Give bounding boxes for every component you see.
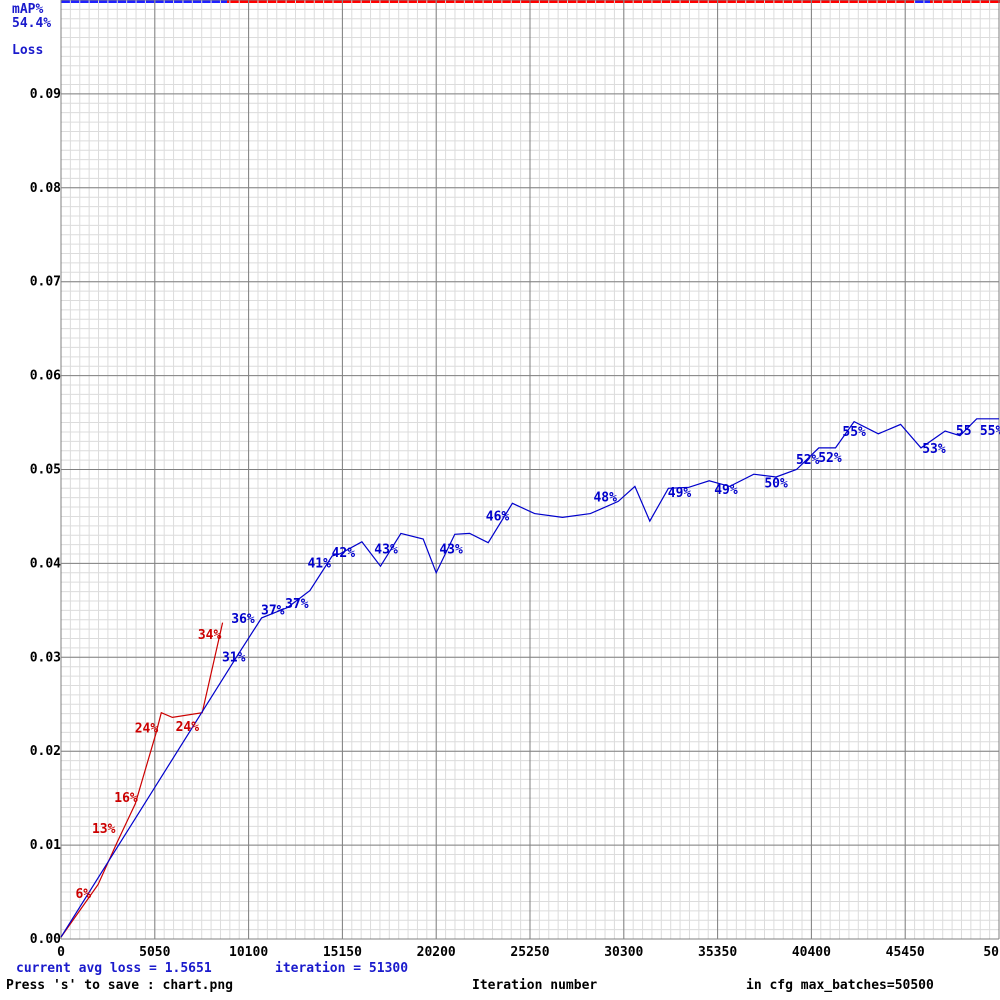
data-point-label: 36% [231,612,255,627]
map-value: 54.4% [12,16,52,31]
x-tick-label: 10100 [229,945,268,960]
data-point-label: 37% [261,603,285,618]
x-tick-label: 0 [57,945,65,960]
data-point-label: 6% [75,887,91,902]
top-bar-red-segment [930,0,1000,3]
max-batches: in cfg max_batches=50500 [746,978,934,993]
data-point-label: 55% [842,425,866,440]
y-tick-label: 0.02 [30,744,61,759]
data-point-label: 55 [956,424,972,439]
y-tick-label: 0.06 [30,369,61,384]
data-point-label: 24% [135,722,159,737]
top-bar-blue-segment [915,0,930,3]
map-series-line [60,418,999,938]
x-tick-label: 30300 [604,945,643,960]
data-point-label: 42% [332,546,356,561]
x-tick-label: 45450 [886,945,925,960]
x-axis-label: Iteration number [472,978,598,993]
data-point-label: 49% [714,483,738,498]
data-point-label: 24% [176,720,200,735]
y-tick-label: 0.05 [30,463,61,478]
y-tick-label: 0.01 [30,838,61,853]
top-bar-blue-segment [61,0,227,3]
data-point-label: 13% [92,822,116,837]
data-point-label: 53% [922,442,946,457]
top-bar-red-segment [227,0,915,3]
map-progress-bar [61,0,1000,3]
x-tick-label: 50 [983,945,999,960]
y-tick-label: 0.00 [30,932,61,947]
y-tick-label: 0.08 [30,181,61,196]
y-tick-label: 0.03 [30,650,61,665]
data-point-label: 50% [764,477,788,492]
x-tick-label: 5050 [139,945,170,960]
current-avg-loss: current avg loss = 1.5651 [16,961,212,976]
data-point-label: 43% [439,542,463,557]
data-point-label: 34% [198,628,222,643]
data-point-label: 55% [980,424,1000,439]
data-point-label: 43% [374,542,398,557]
y-tick-label: 0.09 [30,87,61,102]
data-point-label: 41% [307,556,331,571]
x-tick-label: 15150 [323,945,362,960]
data-point-label: 48% [593,491,617,506]
save-hint: Press 's' to save : chart.png [6,978,233,993]
data-point-label: 46% [486,509,510,524]
x-axis-ticks: 0 5050 10100 15150 20200 25250 30300 35350 40400… [57,945,999,960]
data-point-label: 31% [222,650,246,665]
data-point-label: 16% [114,791,138,806]
chart-series [60,418,999,938]
chart-data-labels: 6% 13% 16% 24% 24% 34%31% 36% 37% 37% 41%42% 43% 43… [75,424,1000,902]
data-point-label: 49% [668,486,692,501]
y-tick-label: 0.04 [30,556,61,571]
y-tick-label: 0.07 [30,275,61,290]
map-label: mAP% [12,2,44,17]
x-tick-label: 35350 [698,945,737,960]
major-grid [60,0,1000,940]
data-point-label: 52% [818,451,842,466]
x-tick-label: 40400 [792,945,831,960]
y-axis-ticks: 0.00 0.01 0.02 0.03 0.04 0.05 0.06 0.07 0.08 0.09 [30,87,61,947]
iteration-count: iteration = 51300 [275,961,409,976]
data-point-label: 52% [796,453,820,468]
data-point-label: 37% [285,597,309,612]
x-tick-label: 25250 [510,945,549,960]
red-series-line [60,622,224,938]
x-tick-label: 20200 [417,945,456,960]
loss-label: Loss [12,43,44,58]
